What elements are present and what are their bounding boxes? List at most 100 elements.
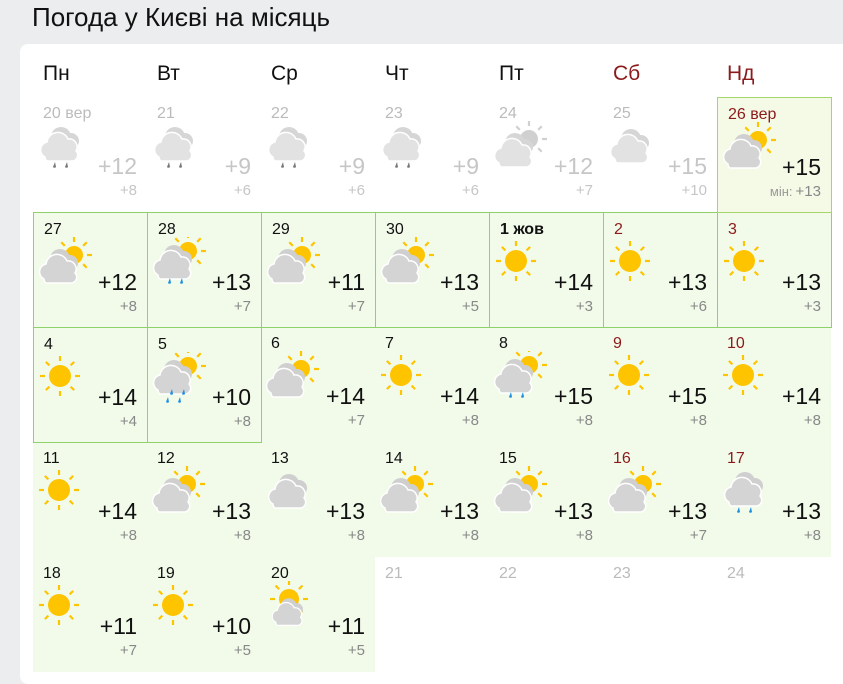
day-cell[interactable]: 28 +13 +7 [147,212,262,328]
day-cell[interactable]: 18 +11 +7 [33,557,147,672]
min-value: +13 [795,183,821,200]
partly-cloudy-heavy-rain-icon [152,348,208,404]
min-temp: +8 [120,298,137,315]
min-value: +8 [233,413,251,430]
min-temp: +8 [804,527,821,544]
min-temp: +7 [234,298,251,315]
day-cell[interactable]: 25 +15 +10 [603,97,717,212]
min-temp: мін: +13 [770,183,821,200]
rain-icon [379,121,435,173]
day-date: 22 [499,565,517,582]
day-date: 20 вер [43,105,92,122]
max-temp: +10 [211,384,251,410]
day-cell[interactable]: 16 +13 +7 [603,442,717,557]
min-value: +10 [681,182,707,199]
day-cell[interactable]: 6 +14 +7 [261,327,375,442]
day-cell[interactable]: 24 +12 +7 [489,97,603,212]
sunny-icon [37,581,93,633]
min-temp: +7 [348,412,365,429]
partly-cloudy-icon [266,237,322,289]
day-date: 26 вер [728,106,777,123]
day-cell[interactable]: 8 +15 +8 [489,327,603,442]
max-temp: +15 [667,153,707,179]
day-date: 18 [43,565,61,582]
day-date: 23 [385,105,403,122]
max-temp: +12 [553,153,593,179]
min-temp: +3 [576,298,593,315]
day-cell: 24 [717,557,831,672]
day-cell[interactable]: 9 +15 +8 [603,327,717,442]
min-value: +7 [233,298,251,315]
day-date: 6 [271,335,280,352]
min-temp: +6 [462,182,479,199]
partly-cloudy-rain-icon [493,347,549,403]
sunny-icon [608,237,664,289]
day-date: 11 [43,450,60,467]
sunny-icon [151,581,207,633]
day-date: 13 [271,450,289,467]
min-value: +8 [803,412,821,429]
min-value: +7 [689,527,707,544]
weekday-2: Вт [157,62,180,85]
min-temp: +7 [348,298,365,315]
day-cell[interactable]: 19 +10 +5 [147,557,261,672]
min-temp: +8 [804,412,821,429]
max-temp: +13 [781,269,821,295]
day-cell[interactable]: 13 +13 +8 [261,442,375,557]
min-temp: +7 [120,642,137,659]
day-date: 23 [613,565,631,582]
max-temp: +9 [338,153,365,179]
day-cell[interactable]: 5 +10 +8 [147,327,262,443]
min-temp: +8 [234,413,251,430]
day-cell[interactable]: 23 +9 +6 [375,97,489,212]
min-value: +8 [689,412,707,429]
day-cell[interactable]: 11 +14 +8 [33,442,147,557]
day-cell[interactable]: 3 +13 +3 [717,212,832,328]
rain-icon [721,466,777,518]
day-cell[interactable]: 4 +14 +4 [33,327,148,443]
day-cell[interactable]: 15 +13 +8 [489,442,603,557]
day-date: 29 [272,221,290,238]
day-date: 24 [727,565,745,582]
min-value: +5 [347,642,365,659]
min-temp: +8 [462,412,479,429]
day-cell[interactable]: 20 вер +12 +8 [33,97,147,212]
day-cell[interactable]: 2 +13 +6 [603,212,718,328]
min-value: +4 [119,413,137,430]
day-cell[interactable]: 30 +13 +5 [375,212,490,328]
day-cell[interactable]: 10 +14 +8 [717,327,831,442]
weekday-3: Ср [271,62,298,85]
cloudy-icon [607,121,663,173]
day-cell[interactable]: 21 +9 +6 [147,97,261,212]
min-value: +8 [803,527,821,544]
min-value: +6 [689,298,707,315]
day-date: 24 [499,105,517,122]
day-cell[interactable]: 17 +13 +8 [717,442,831,557]
rain-icon [265,121,321,173]
day-date: 3 [728,221,737,238]
sunny-icon [722,237,778,289]
min-temp: +10 [682,182,707,199]
max-temp: +15 [667,383,707,409]
min-temp: +8 [576,412,593,429]
day-cell[interactable]: 12 +13 +8 [147,442,261,557]
day-cell[interactable]: 22 +9 +6 [261,97,375,212]
max-temp: +11 [327,269,365,295]
day-cell[interactable]: 20 +11 +5 [261,557,375,672]
day-date: 21 [385,565,403,582]
day-date: 25 [613,105,631,122]
min-value: +8 [575,527,593,544]
day-cell[interactable]: 14 +13 +8 [375,442,489,557]
day-cell[interactable]: 1 жов +14 +3 [489,212,604,328]
min-temp: +8 [120,182,137,199]
day-cell[interactable]: 29 +11 +7 [261,212,376,328]
min-value: +7 [119,642,137,659]
min-value: +8 [233,527,251,544]
day-date: 12 [157,450,175,467]
day-cell[interactable]: 27 +12 +8 [33,212,148,328]
min-value: +8 [575,412,593,429]
day-cell[interactable]: 26 вер +15 мін: +13 [717,97,832,213]
day-cell[interactable]: 7 +14 +8 [375,327,489,442]
max-temp: +14 [97,384,137,410]
day-date: 17 [727,450,745,467]
